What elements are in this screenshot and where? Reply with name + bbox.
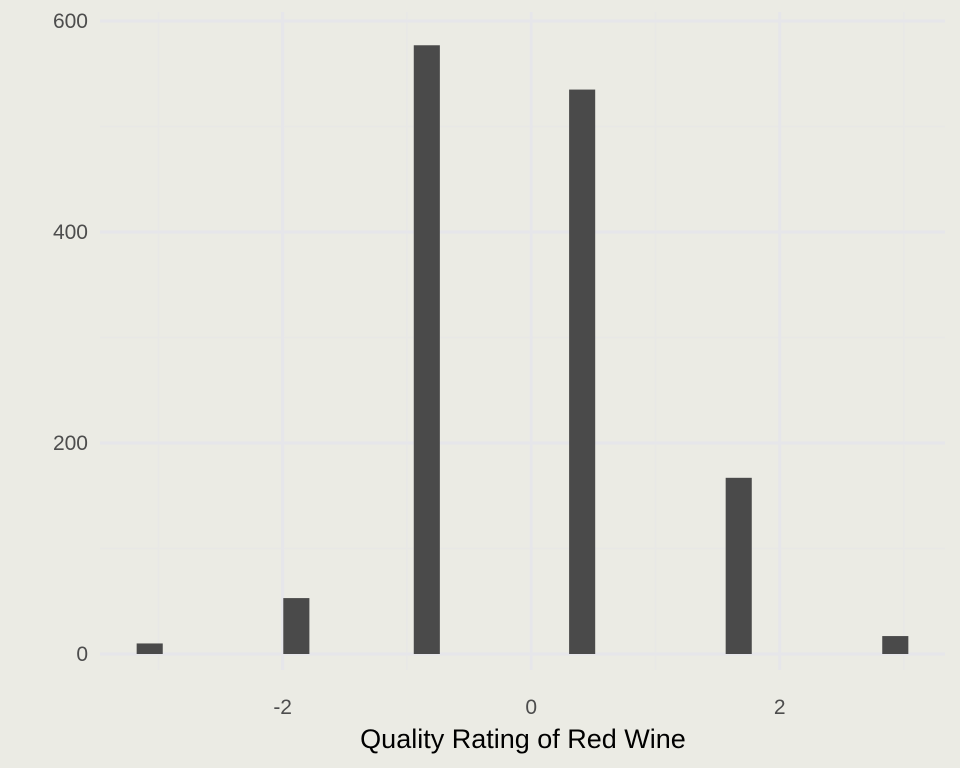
- y-tick-label: 0: [76, 643, 88, 666]
- y-tick-label: 400: [53, 221, 88, 244]
- x-axis-title: Quality Rating of Red Wine: [360, 724, 686, 754]
- x-tick-label: -2: [273, 696, 292, 719]
- y-tick-label: 200: [53, 432, 88, 455]
- bars: [136, 45, 909, 654]
- minor-gridlines: [100, 12, 945, 670]
- y-tick-label: 600: [53, 10, 88, 33]
- bar: [725, 477, 752, 654]
- x-tick-label: 2: [774, 696, 786, 719]
- y-axis-tick-labels: 0 200 400 600: [53, 10, 88, 666]
- bar: [136, 643, 163, 654]
- x-axis-tick-labels: -2 0 2: [273, 696, 785, 719]
- bar: [413, 45, 440, 654]
- major-gridlines: [100, 12, 945, 670]
- x-tick-label: 0: [525, 696, 537, 719]
- bar: [283, 598, 310, 654]
- bar: [882, 636, 909, 654]
- bar: [569, 89, 596, 654]
